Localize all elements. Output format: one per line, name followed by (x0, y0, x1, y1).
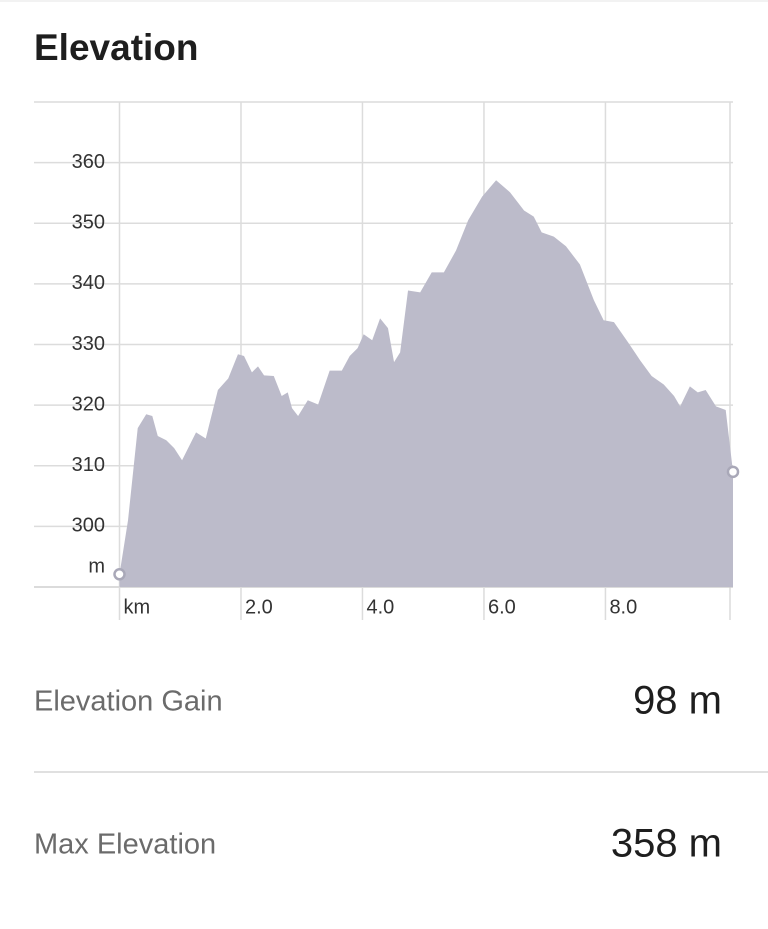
endpoint-marker (726, 465, 740, 479)
stat-label: Elevation Gain (34, 686, 223, 718)
y-tick-label: 360 (72, 151, 105, 173)
y-unit: m (88, 555, 105, 577)
endpoint-marker (113, 568, 126, 581)
y-tick-label: 300 (72, 515, 105, 537)
section-title: Elevation (34, 27, 199, 68)
x-tick-label: 4.0 (366, 596, 394, 618)
y-tick-label: 320 (72, 393, 105, 415)
stat-value: 358 m (611, 822, 722, 866)
y-tick-label: 340 (72, 272, 105, 294)
stat-value: 98 m (633, 679, 722, 723)
x-tick-label: 8.0 (609, 596, 637, 618)
y-tick-label: 350 (72, 212, 105, 234)
x-tick-label: km (124, 596, 151, 618)
x-tick-label: 2.0 (245, 596, 273, 618)
y-tick-label: 310 (72, 454, 105, 476)
x-tick-label: 6.0 (488, 596, 516, 618)
y-tick-label: 330 (72, 333, 105, 355)
stat-label: Max Elevation (34, 829, 216, 861)
elevation-area (119, 180, 733, 588)
elevation-chart: 300 310 320 330 340 350 360 mkm 2.0 4.0 6.0 8.0 (34, 101, 740, 620)
